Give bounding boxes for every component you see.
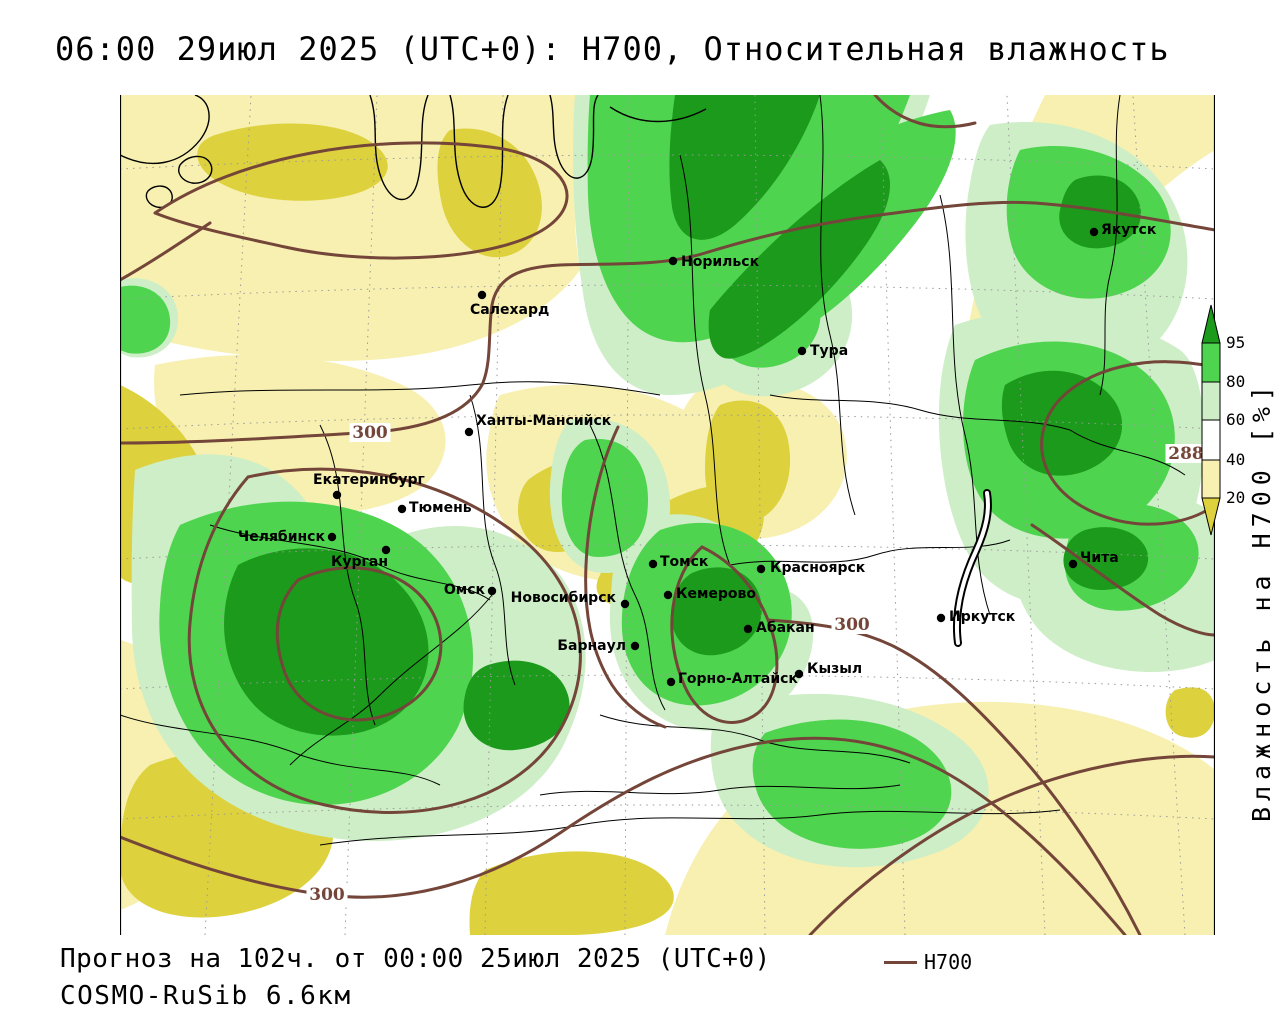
city-dot [668, 256, 678, 266]
city-label: Норильск [681, 254, 760, 270]
city-dot [397, 504, 407, 514]
city-dot [464, 427, 474, 437]
city-dot [663, 590, 673, 600]
city-label: Тюмень [409, 500, 472, 516]
city-dot [477, 290, 487, 300]
city-label: Горно-Алтайск [678, 671, 798, 687]
h700-legend: H700 [884, 950, 972, 974]
map-canvas: 300 300 300 288 Норильск Салехард Тура Якутск Х… [120, 95, 1215, 935]
colorbar-tick-label: 40 [1226, 450, 1245, 469]
city-markers: Норильск Салехард Тура Якутск Ханты-Мансийск… [238, 222, 1157, 687]
colorbar-tick-label: 80 [1226, 372, 1245, 391]
contour-value-label: 300 [834, 615, 870, 635]
city-dot [743, 624, 753, 634]
city-label: Екатеринбург [313, 472, 425, 488]
city-dot [794, 669, 804, 679]
colorbar-tick-label: 60 [1226, 410, 1245, 429]
city-label: Кызыл [807, 661, 862, 677]
city-label: Иркутск [949, 609, 1016, 625]
contour-label-box [349, 423, 391, 442]
city-label: Курган [331, 554, 388, 570]
humidity-map-svg: 300 300 300 288 Норильск Салехард Тура Якутск Х… [120, 95, 1215, 935]
colorbar-arrow-bottom [1201, 497, 1221, 536]
city-label: Тура [810, 343, 848, 359]
colorbar-axis-label: Влажность на H700 [%] [1247, 379, 1276, 823]
city-dot [327, 532, 337, 542]
city-label: Челябинск [238, 529, 326, 545]
city-label: Ханты-Мансийск [476, 413, 612, 429]
h700-legend-line-icon [884, 960, 917, 964]
city-dot [630, 641, 640, 651]
city-label: Абакан [756, 620, 815, 636]
city-label: Чита [1080, 550, 1119, 566]
page-title: 06:00 29июл 2025 (UTC+0): H700, Относите… [55, 30, 1170, 68]
contour-value-label: 300 [309, 885, 345, 905]
colorbar-segment [1201, 381, 1221, 421]
colorbar-arrow-top [1201, 304, 1221, 344]
contour-value-label: 288 [1168, 444, 1204, 464]
colorbar-svg: 95 80 60 40 20 [1201, 304, 1245, 536]
lake-baikal [952, 489, 992, 647]
city-dot [797, 346, 807, 356]
city-dot [756, 564, 766, 574]
city-label: Якутск [1101, 222, 1157, 238]
city-label: Новосибирск [511, 590, 617, 606]
forecast-info: Прогноз на 102ч. от 00:00 25июл 2025 (UT… [60, 944, 771, 974]
contour-label-box [306, 885, 348, 904]
h700-legend-label: H700 [924, 950, 973, 974]
city-label: Омск [444, 582, 486, 598]
city-dot [1068, 559, 1078, 569]
city-label: Барнаул [557, 638, 626, 654]
contour-labels: 300 300 300 288 [306, 423, 1207, 905]
city-dot [620, 599, 630, 609]
city-dot [666, 677, 676, 687]
colorbar-segment [1201, 342, 1221, 383]
city-label: Салехард [470, 302, 549, 318]
city-label: Красноярск [770, 560, 866, 576]
city-dot [332, 490, 342, 500]
graticule [120, 95, 1215, 935]
city-dot [487, 586, 497, 596]
humidity-colorbar: 95 80 60 40 20 [1196, 303, 1276, 548]
colorbar-segment [1201, 419, 1221, 461]
contour-value-label: 300 [352, 423, 388, 443]
city-dot [381, 545, 391, 555]
city-dot [1089, 227, 1099, 237]
city-dot [936, 613, 946, 623]
city-label: Кемерово [676, 586, 756, 602]
colorbar-tick-label: 20 [1226, 488, 1245, 507]
contour-label-box [831, 615, 873, 634]
colorbar-tick-label: 95 [1226, 333, 1245, 352]
city-dot [648, 559, 658, 569]
admin-boundaries [120, 95, 1186, 846]
model-info: COSMO-RuSib 6.6км [60, 981, 352, 1011]
humidity-layer-gt95 [224, 95, 1149, 751]
colorbar-segment [1201, 459, 1221, 499]
city-label: Томск [660, 554, 709, 570]
contour-label-box [1165, 444, 1207, 463]
